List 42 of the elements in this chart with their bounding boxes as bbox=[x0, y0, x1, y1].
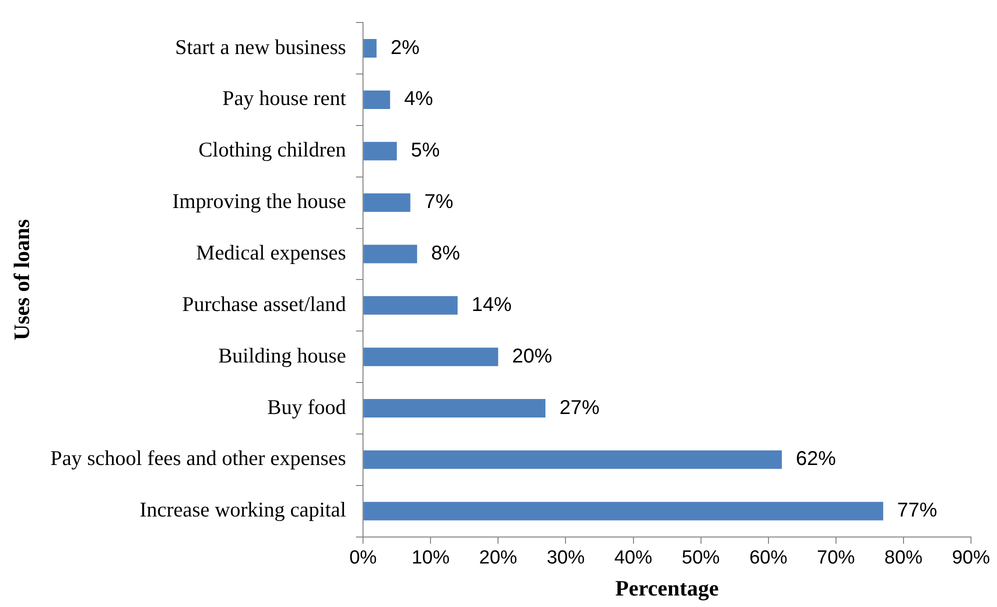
x-tick-label: 20% bbox=[479, 547, 518, 568]
x-tick-label: 10% bbox=[412, 547, 450, 568]
bar bbox=[364, 398, 546, 418]
data-label: 14% bbox=[472, 294, 512, 316]
y-tick-label: Medical expenses bbox=[196, 240, 346, 265]
y-tick-label: Increase working capital bbox=[140, 498, 346, 522]
x-tick-label: 90% bbox=[952, 547, 990, 568]
y-axis-title: Uses of loans bbox=[8, 218, 34, 340]
bar bbox=[364, 90, 390, 109]
data-label: 7% bbox=[424, 191, 454, 214]
x-tick-label: 60% bbox=[749, 547, 788, 568]
bar bbox=[364, 193, 410, 212]
y-tick-label: Pay house rent bbox=[222, 86, 346, 110]
x-tick-label: 40% bbox=[614, 547, 652, 568]
bar bbox=[364, 296, 458, 315]
x-tick-label: 70% bbox=[816, 547, 856, 568]
bar bbox=[364, 39, 377, 58]
data-label: 5% bbox=[410, 140, 440, 162]
x-tick-label: 80% bbox=[884, 547, 923, 568]
data-label: 20% bbox=[512, 345, 552, 368]
bar bbox=[364, 142, 397, 160]
bar bbox=[364, 348, 498, 366]
y-tick-label: Clothing children bbox=[198, 138, 347, 162]
x-tick-label: 0% bbox=[349, 547, 377, 568]
y-tick-label: Purchase asset/land bbox=[182, 292, 347, 316]
data-label: 8% bbox=[431, 242, 460, 265]
x-axis-title: Percentage bbox=[615, 575, 719, 600]
data-label: 4% bbox=[404, 88, 434, 110]
bar bbox=[364, 450, 782, 469]
bar bbox=[364, 502, 884, 520]
y-tick-label: Start a new business bbox=[175, 34, 346, 59]
y-tick-label: Pay school fees and other expenses bbox=[50, 446, 346, 470]
y-tick-label: Building house bbox=[218, 343, 346, 368]
x-tick-label: 30% bbox=[546, 547, 585, 568]
data-label: 2% bbox=[390, 36, 420, 59]
bar bbox=[364, 244, 418, 264]
data-label: 27% bbox=[559, 396, 600, 419]
x-tick-label: 50% bbox=[682, 547, 720, 568]
y-tick-label: Buy food bbox=[267, 394, 347, 419]
y-tick-label: Improving the house bbox=[172, 189, 346, 214]
data-label: 62% bbox=[796, 448, 836, 470]
data-label: 77% bbox=[897, 500, 938, 522]
